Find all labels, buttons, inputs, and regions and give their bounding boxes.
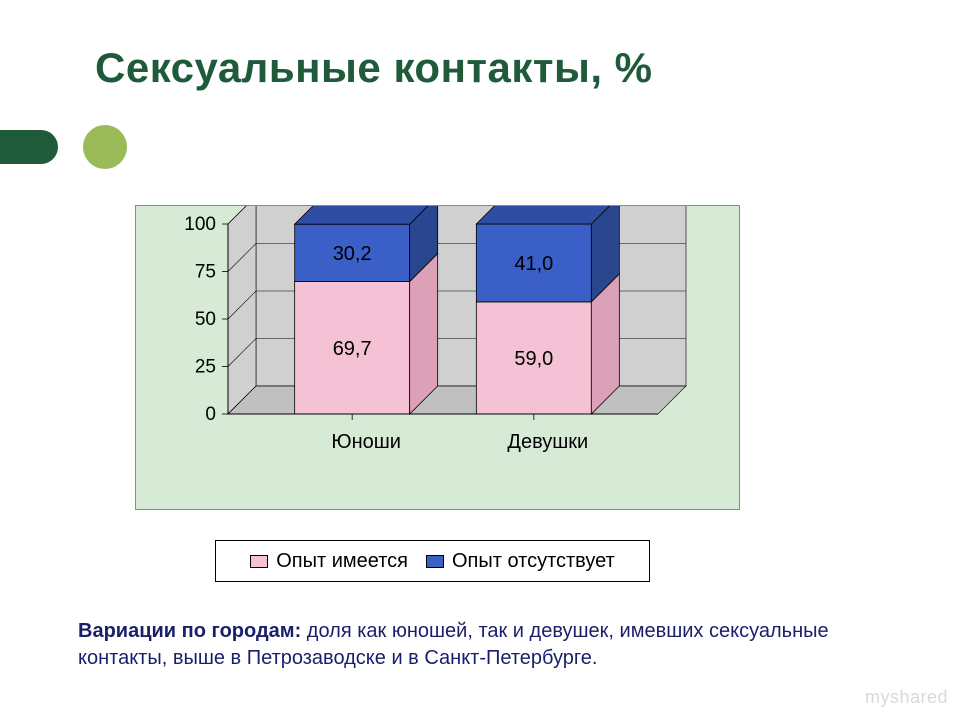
legend: Опыт имеется Опыт отсутствует (215, 540, 650, 582)
deco-dot (83, 125, 127, 169)
svg-text:50: 50 (195, 309, 216, 330)
legend-label-absent: Опыт отсутствует (452, 550, 615, 573)
svg-text:69,7: 69,7 (333, 338, 372, 360)
legend-label-present: Опыт имеется (276, 550, 408, 573)
svg-text:41,0: 41,0 (514, 253, 553, 275)
slide-title: Сексуальные контакты, % (95, 44, 653, 92)
svg-text:100: 100 (184, 214, 216, 235)
svg-text:30,2: 30,2 (333, 243, 372, 265)
legend-item-absent: Опыт отсутствует (426, 550, 615, 573)
deco-bar (0, 130, 58, 164)
svg-text:Юноши: Юноши (331, 431, 401, 453)
chart-svg: 0 25 50 75 100 69,7 30,2 Юноши 59,0 41,0 Девушки (136, 206, 741, 511)
svg-text:25: 25 (195, 357, 216, 378)
svg-text:59,0: 59,0 (514, 348, 553, 370)
watermark: myshared (865, 687, 948, 708)
slide: Сексуальные контакты, % 0 25 50 75 100 69,7 30… (0, 0, 960, 720)
footer-text: Вариации по городам: доля как юношей, та… (78, 618, 900, 672)
legend-item-present: Опыт имеется (250, 550, 408, 573)
footer-lead: Вариации по городам: (78, 620, 301, 642)
svg-text:0: 0 (205, 404, 216, 425)
chart-panel: 0 25 50 75 100 69,7 30,2 Юноши 59,0 41,0 Девушки (135, 205, 740, 510)
svg-text:75: 75 (195, 262, 216, 283)
legend-swatch-absent (426, 555, 444, 568)
svg-text:Девушки: Девушки (507, 431, 588, 453)
legend-swatch-present (250, 555, 268, 568)
